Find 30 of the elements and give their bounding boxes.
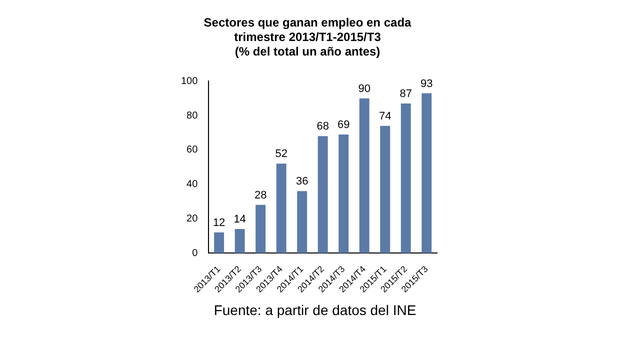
bar [234,228,245,254]
data-label: 69 [337,118,350,131]
data-label: 87 [400,88,412,100]
bar [297,191,308,254]
data-label: 90 [358,82,370,95]
data-label: 36 [296,176,308,188]
bar [422,93,432,254]
bar [400,104,411,254]
source-note: Fuente: a partir de datos del INE [212,302,418,318]
y-tick-label: 40 [186,179,198,190]
bar [338,134,349,254]
bar [359,98,370,254]
y-tick-label: 60 [186,144,198,156]
y-tick-label: 100 [180,76,198,87]
chart-title: Sectores que ganan empleo en cada trimestre 2013/T1-2015/T3 (% del total un año antes) [204,16,412,58]
bar [256,204,266,254]
bar [214,232,224,254]
y-tick-label: 80 [186,110,198,122]
data-label: 93 [420,78,433,90]
data-label: 14 [234,213,246,226]
data-label: 28 [254,189,267,202]
data-label: 68 [316,120,329,133]
data-label: 52 [275,148,288,160]
bar [276,164,286,254]
y-tick-label: 20 [186,213,198,224]
bar [318,136,328,254]
data-label: 74 [378,110,392,122]
y-tick-label: 0 [192,248,198,259]
data-label: 12 [212,216,226,229]
bar [380,126,390,254]
